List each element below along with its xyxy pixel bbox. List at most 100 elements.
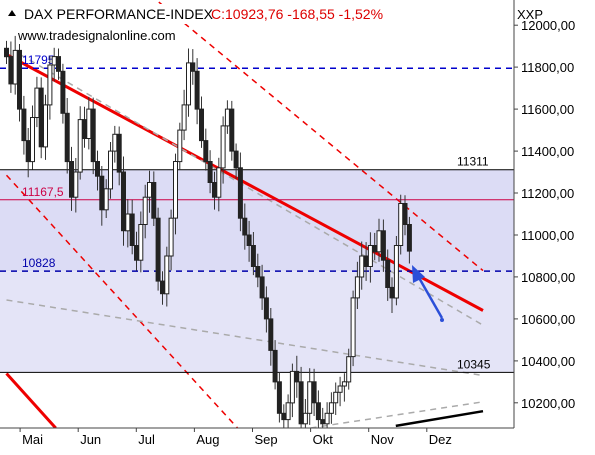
x-tick-label: Okt xyxy=(313,432,334,447)
price-candles xyxy=(4,35,412,428)
y-tick-label: 10800,00 xyxy=(521,270,575,285)
candle-body xyxy=(337,385,343,393)
y-tick-label: 11600,00 xyxy=(521,102,574,117)
candle xyxy=(255,253,261,288)
candle-body xyxy=(116,133,122,173)
candle-body xyxy=(77,119,83,173)
candle xyxy=(229,100,235,161)
candle-body xyxy=(108,150,113,190)
candle xyxy=(190,49,196,85)
candle-body xyxy=(324,412,330,425)
axis-label: XXP xyxy=(517,7,543,22)
candle-body xyxy=(151,182,157,219)
trend-line-black-support xyxy=(395,409,484,428)
candle xyxy=(95,150,100,191)
candle-body xyxy=(346,356,352,383)
candle xyxy=(186,48,191,117)
candle xyxy=(246,220,252,262)
trend-line-downtrend-upper xyxy=(158,1,484,272)
candle-body xyxy=(38,87,44,148)
candle xyxy=(203,128,209,171)
candle xyxy=(328,392,334,424)
candle xyxy=(90,97,96,175)
candle xyxy=(177,122,183,170)
candle xyxy=(337,376,343,407)
candle-body xyxy=(212,182,217,198)
candle-body xyxy=(69,161,74,198)
candle-body xyxy=(302,412,308,425)
candle-body xyxy=(8,56,14,85)
candle-body xyxy=(64,112,70,163)
candle xyxy=(398,194,404,255)
x-tick-label: Sep xyxy=(255,432,278,447)
candle xyxy=(173,153,178,235)
candle xyxy=(237,152,243,232)
candle-body xyxy=(359,255,365,278)
level-label-11311: 11311 xyxy=(457,155,489,169)
candle-body xyxy=(190,62,196,72)
candle-body xyxy=(402,203,408,225)
candle xyxy=(216,157,222,212)
candle-body xyxy=(181,104,187,131)
candle-body xyxy=(272,349,278,383)
candle-body xyxy=(294,370,300,383)
candle-body xyxy=(354,276,360,299)
y-tick-label: 11800,00 xyxy=(521,60,574,75)
trend-line-grey-middle xyxy=(6,299,484,377)
candle xyxy=(194,58,200,125)
candle xyxy=(108,142,113,199)
candle-body xyxy=(73,171,79,198)
candle-body xyxy=(250,245,256,267)
candle-body xyxy=(164,255,170,295)
candle-body xyxy=(112,133,118,152)
candle-body xyxy=(398,203,404,246)
candle-body xyxy=(233,150,239,169)
candle-body xyxy=(363,255,369,267)
candle xyxy=(121,156,126,246)
y-axis: 12000,00 11800,00 11600,00 11400,00 11200,00… xyxy=(514,18,575,411)
candle-body xyxy=(186,62,191,106)
candle xyxy=(250,232,256,276)
y-tick-label: 12000,00 xyxy=(521,18,575,33)
candle xyxy=(142,184,148,239)
candle-body xyxy=(99,175,105,211)
arrow-annotation xyxy=(412,265,444,322)
candle xyxy=(268,308,274,366)
candle xyxy=(402,195,408,236)
candle-body xyxy=(95,161,100,177)
arrow-tail-point xyxy=(440,318,444,322)
candle xyxy=(56,48,61,80)
candle xyxy=(164,246,170,307)
candle-body xyxy=(194,70,200,110)
candle xyxy=(276,372,282,423)
candle xyxy=(406,216,412,264)
candle-body xyxy=(103,188,109,211)
x-tick-label: Nov xyxy=(371,432,395,447)
candle-body xyxy=(216,167,222,198)
candle xyxy=(73,158,79,213)
candle-body xyxy=(129,213,135,246)
candle xyxy=(199,96,204,148)
x-axis: Mai Jun Jul Aug Sep Okt Nov Dez xyxy=(19,428,452,447)
candle-body xyxy=(372,245,378,253)
candle-body xyxy=(25,140,31,163)
zone-band-lower xyxy=(0,271,514,373)
candle xyxy=(220,116,226,184)
candle-body xyxy=(320,419,326,425)
header-label-bg xyxy=(20,4,396,24)
candle xyxy=(294,355,300,398)
candle xyxy=(168,209,174,271)
watermark-text: www.tradesignalonline.com xyxy=(17,28,176,43)
candle-body xyxy=(333,391,339,404)
candle xyxy=(367,232,373,283)
candle-body xyxy=(21,108,27,142)
candle-body xyxy=(289,370,295,404)
zone-band-upper xyxy=(0,169,514,272)
candle-body xyxy=(121,171,126,232)
candle xyxy=(333,382,339,415)
candle xyxy=(207,150,213,194)
candle-body xyxy=(276,381,282,414)
candle xyxy=(393,236,399,306)
candle xyxy=(116,126,122,186)
